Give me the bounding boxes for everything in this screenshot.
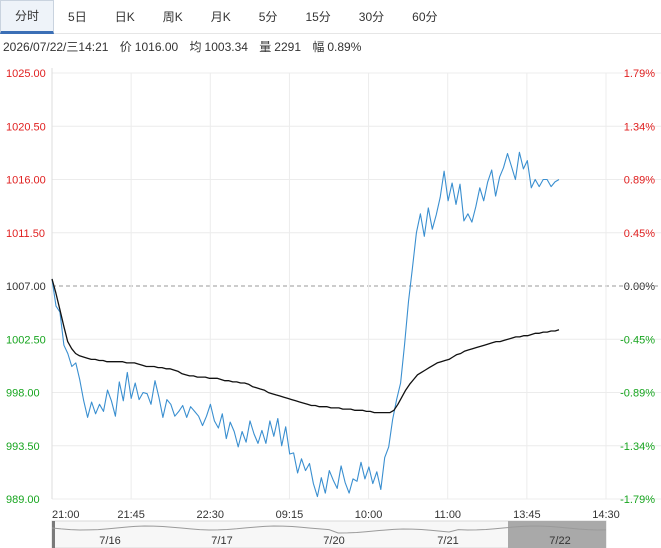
tab-3[interactable]: 周K bbox=[162, 10, 183, 24]
y-tick-label-left: 1016.00 bbox=[6, 175, 46, 187]
tab-2[interactable]: 日K bbox=[114, 10, 135, 24]
y-tick-label-right: -1.34% bbox=[620, 441, 655, 453]
navigator-left-handle bbox=[52, 521, 55, 548]
info-volume: 量 2291 bbox=[259, 40, 301, 54]
y-tick-label-left: 998.00 bbox=[6, 388, 40, 400]
x-tick-label: 09:15 bbox=[276, 509, 304, 521]
x-tick-label: 11:00 bbox=[434, 509, 461, 521]
y-tick-label-left: 989.00 bbox=[6, 494, 40, 506]
info-range-value: 0.89% bbox=[327, 40, 362, 54]
info-range: 幅 0.89% bbox=[312, 40, 361, 54]
y-tick-label-right: -1.79% bbox=[620, 494, 655, 506]
y-tick-label-left: 1025.00 bbox=[6, 68, 46, 80]
y-tick-label-right: 0.45% bbox=[624, 228, 655, 240]
navigator-date-label: 7/16 bbox=[99, 535, 120, 547]
navigator-date-label: 7/17 bbox=[211, 535, 232, 547]
series-line-avg bbox=[51, 278, 560, 414]
x-tick-label: 14:30 bbox=[592, 509, 620, 521]
tab-1[interactable]: 5日 bbox=[68, 10, 87, 24]
info-price: 价 1016.00 bbox=[120, 40, 178, 54]
period-tabs: 分时 5日 日K 周K 月K 5分 15分 30分 60分 bbox=[0, 0, 661, 34]
x-tick-label: 22:30 bbox=[197, 509, 225, 521]
y-tick-label-left: 1020.50 bbox=[6, 121, 46, 133]
tab-7[interactable]: 30分 bbox=[358, 10, 385, 24]
info-price-value: 1016.00 bbox=[134, 40, 179, 54]
quote-info-bar: 2026/07/22/三14:21 价 1016.00 均 1003.34 量 229… bbox=[3, 38, 369, 55]
y-tick-label-left: 993.50 bbox=[6, 441, 40, 453]
tab-0[interactable]: 分时 bbox=[0, 0, 55, 34]
x-tick-label: 21:45 bbox=[117, 509, 145, 521]
navigator-selection bbox=[508, 521, 606, 548]
navigator-date-label: 7/21 bbox=[437, 535, 458, 547]
info-range-label: 幅 bbox=[312, 40, 325, 54]
y-tick-label-right: 0.89% bbox=[624, 175, 655, 187]
navigator-sparkline bbox=[51, 525, 607, 534]
info-avg-label: 均 bbox=[189, 40, 202, 54]
info-avg-value: 1003.34 bbox=[204, 40, 248, 54]
y-tick-label-right: 1.34% bbox=[624, 121, 655, 133]
y-tick-label-left: 1007.00 bbox=[6, 281, 46, 293]
x-tick-label: 10:00 bbox=[355, 509, 383, 521]
tab-4[interactable]: 月K bbox=[210, 10, 231, 24]
tab-5[interactable]: 5分 bbox=[258, 10, 278, 24]
info-price-label: 价 bbox=[119, 40, 132, 54]
info-volume-label: 量 bbox=[259, 40, 272, 54]
y-tick-label-right: 1.79% bbox=[624, 68, 655, 80]
y-tick-label-right: -0.45% bbox=[620, 334, 655, 346]
info-avg: 均 1003.34 bbox=[190, 40, 248, 54]
x-tick-label: 13:45 bbox=[513, 509, 541, 521]
tab-6[interactable]: 15分 bbox=[305, 10, 331, 24]
y-tick-label-left: 1002.50 bbox=[6, 334, 46, 346]
y-tick-label-right: -0.89% bbox=[620, 388, 655, 400]
info-datetime: 2026/07/22/三14:21 bbox=[3, 40, 109, 54]
navigator-date-label: 7/22 bbox=[549, 535, 570, 547]
series-line-price bbox=[51, 151, 560, 498]
info-volume-value: 2291 bbox=[274, 40, 301, 54]
navigator-date-label: 7/20 bbox=[323, 535, 344, 547]
x-tick-label: 21:00 bbox=[52, 509, 80, 521]
tab-8[interactable]: 60分 bbox=[412, 10, 438, 24]
y-tick-label-left: 1011.50 bbox=[6, 228, 45, 240]
y-tick-label-right: 0.00% bbox=[624, 281, 655, 293]
